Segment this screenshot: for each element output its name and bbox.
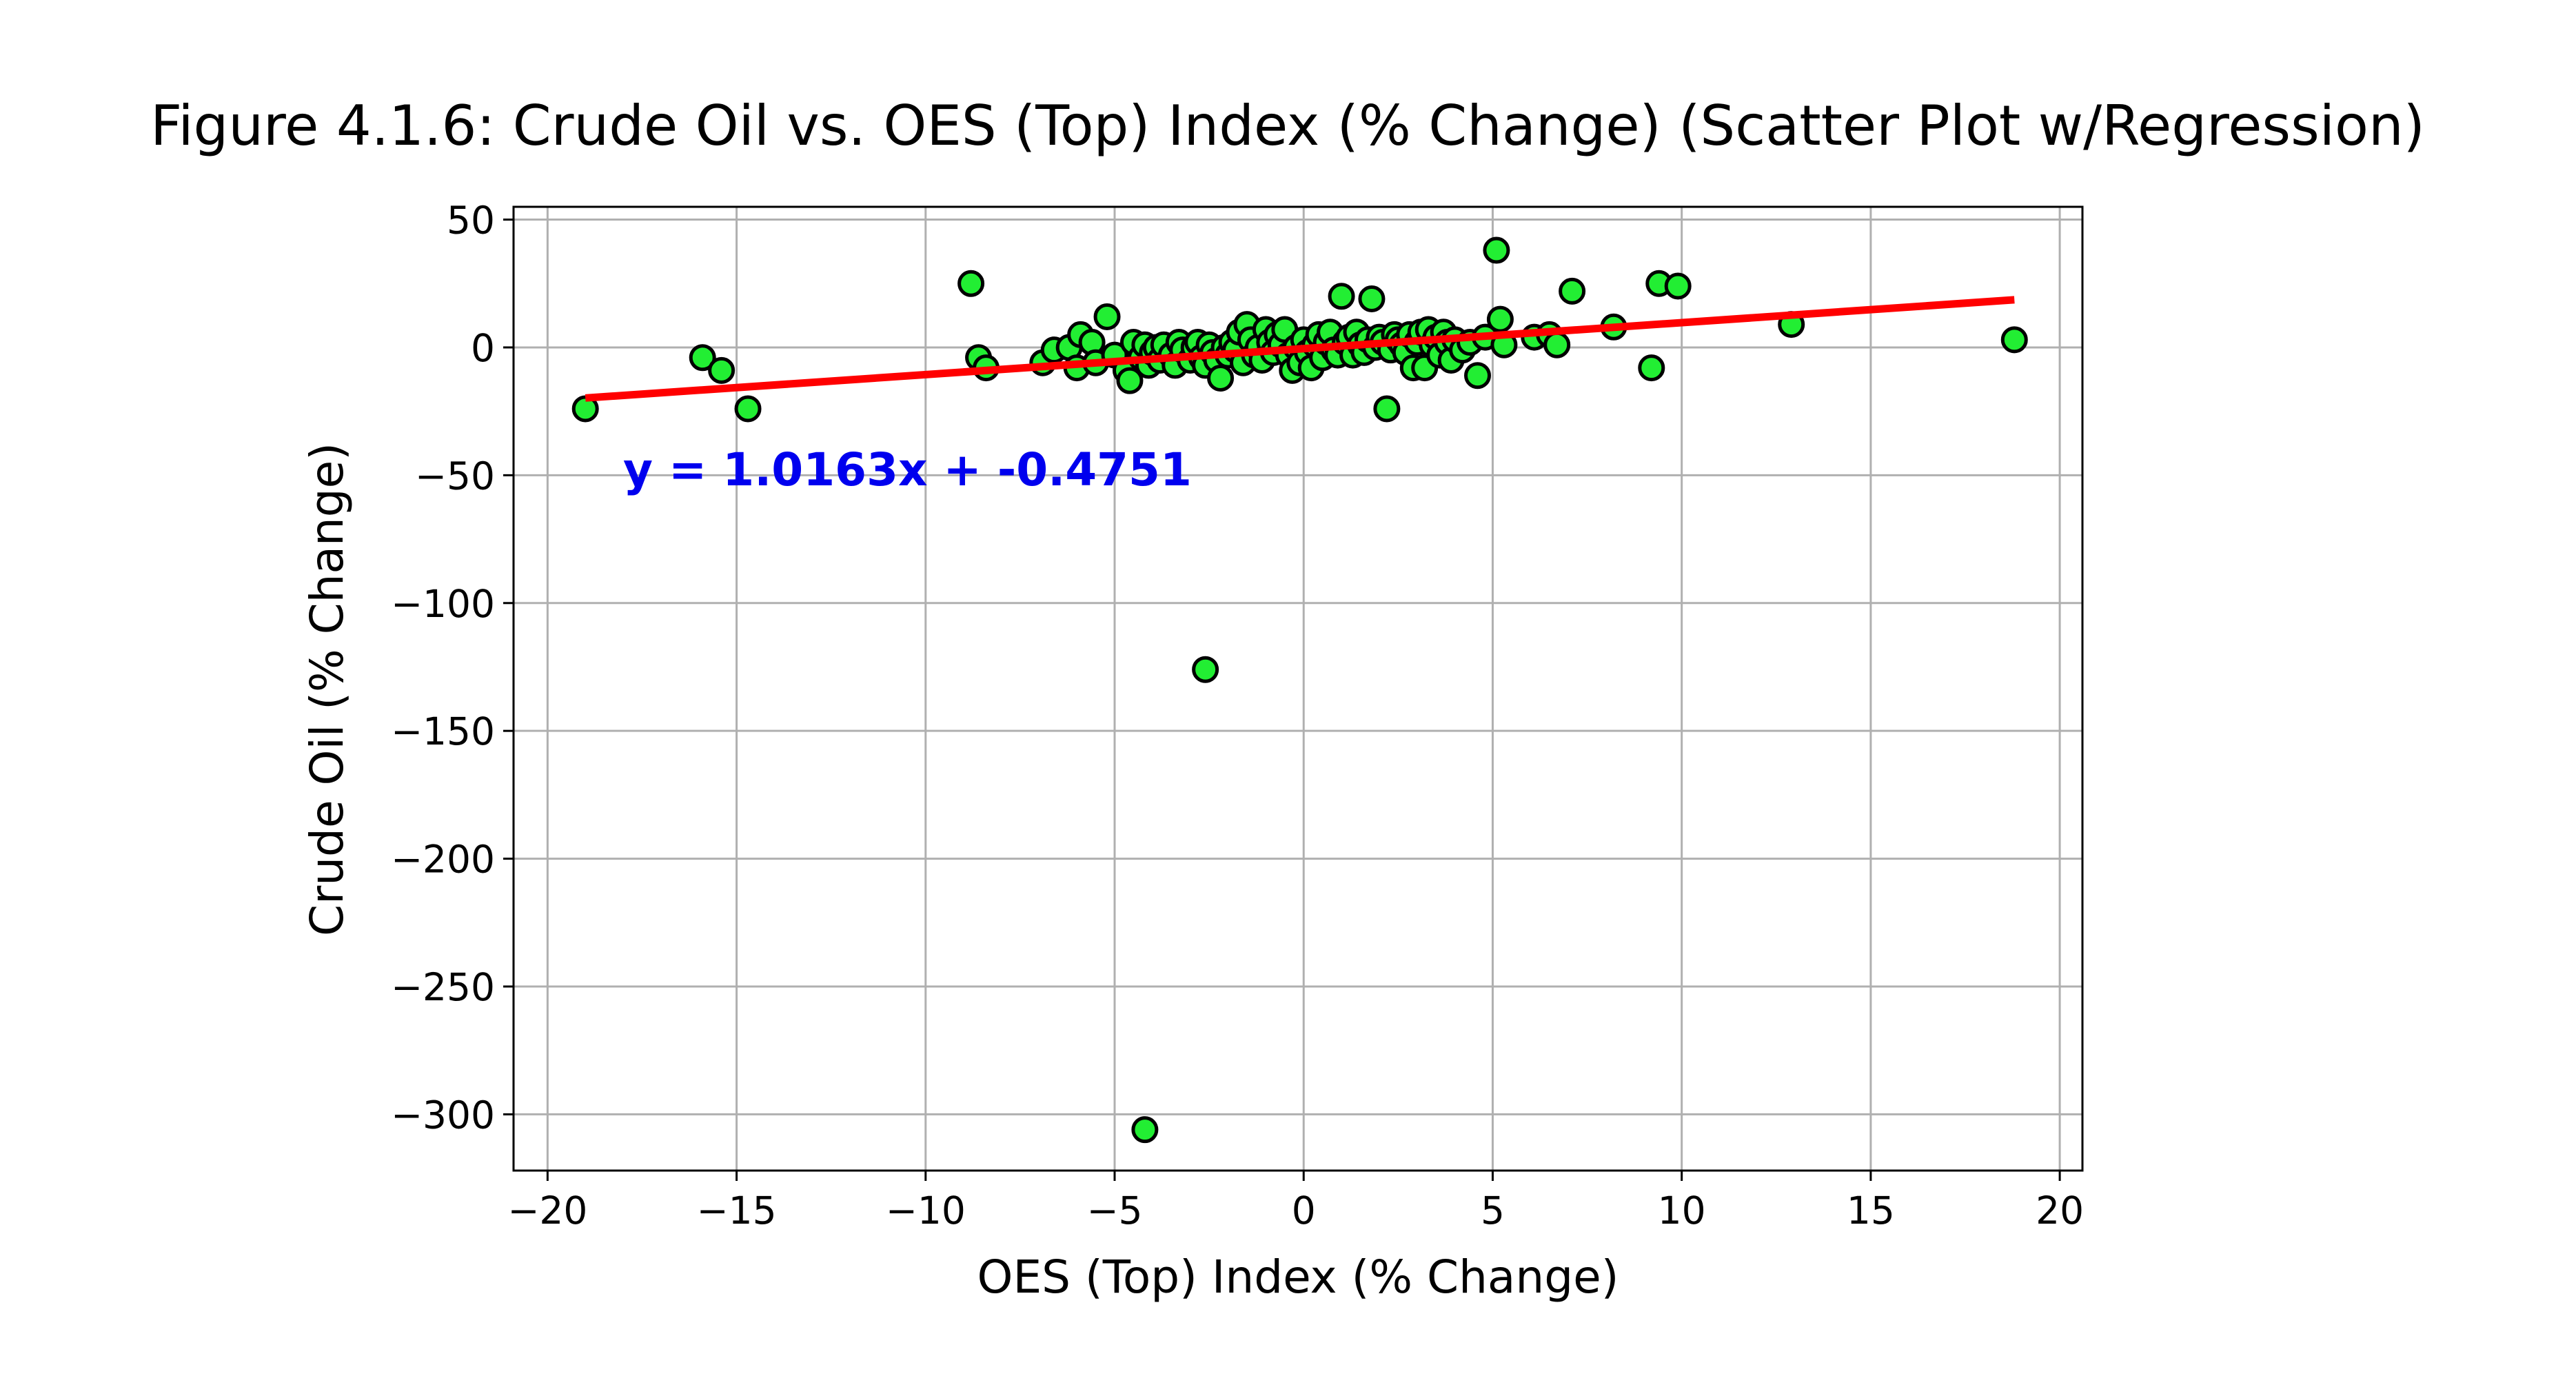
y-tick-label: −250 xyxy=(391,965,495,1009)
scatter-point xyxy=(708,356,736,384)
scatter-point xyxy=(1093,303,1121,330)
scatter-point xyxy=(2000,326,2028,354)
y-tick-label: −200 xyxy=(391,838,495,882)
scatter-point xyxy=(1664,272,1692,300)
y-axis-ticks: 50 0 −50 −100 −150 −200 −250 −300 xyxy=(391,199,514,1137)
y-tick-label: −150 xyxy=(391,709,495,753)
scatter-point xyxy=(1543,331,1571,358)
y-tick-label: 0 xyxy=(471,326,495,370)
x-tick-label: 20 xyxy=(2036,1188,2084,1233)
scatter-point xyxy=(1638,354,1665,382)
scatter-point xyxy=(1358,285,1386,312)
scatter-points xyxy=(571,236,2028,1144)
x-tick-label: 5 xyxy=(1481,1188,1505,1233)
scatter-point xyxy=(1328,283,1355,310)
scatter-point xyxy=(1207,364,1235,392)
x-axis-label: OES (Top) Index (% Change) xyxy=(977,1251,1619,1304)
scatter-point xyxy=(734,395,762,423)
x-tick-label: −15 xyxy=(697,1188,777,1233)
scatter-point xyxy=(689,344,716,372)
regression-equation: y = 1.0163x + -0.4751 xyxy=(623,443,1192,496)
x-axis-ticks: −20 −15 −10 −5 0 5 10 15 20 xyxy=(507,1171,2084,1233)
chart-title: Figure 4.1.6: Crude Oil vs. OES (Top) In… xyxy=(150,94,2425,158)
scatter-point xyxy=(957,270,985,297)
y-axis-label: Crude Oil (% Change) xyxy=(301,443,354,936)
regression-layer xyxy=(585,296,2015,402)
y-tick-label: 50 xyxy=(447,199,495,243)
scatter-point xyxy=(1116,367,1144,394)
x-tick-label: −5 xyxy=(1086,1188,1142,1233)
grid-lines xyxy=(514,207,2082,1171)
scatter-point xyxy=(1483,236,1510,264)
scatter-point xyxy=(1131,1116,1159,1144)
y-tick-label: −50 xyxy=(415,454,495,498)
scatter-point xyxy=(1464,362,1492,390)
y-tick-label: −300 xyxy=(391,1093,495,1137)
scatter-point xyxy=(1559,277,1586,305)
plot-area-frame xyxy=(512,205,2084,1172)
scatter-point xyxy=(1373,395,1401,423)
x-tick-label: 10 xyxy=(1658,1188,1706,1233)
scatter-point xyxy=(1192,656,1219,683)
x-tick-label: −20 xyxy=(507,1188,587,1233)
y-tick-label: −100 xyxy=(391,582,495,626)
scatter-point xyxy=(1486,305,1514,333)
regression-line xyxy=(585,296,2015,402)
x-tick-label: 15 xyxy=(1847,1188,1895,1233)
x-tick-label: −10 xyxy=(886,1188,966,1233)
x-tick-label: 0 xyxy=(1292,1188,1316,1233)
